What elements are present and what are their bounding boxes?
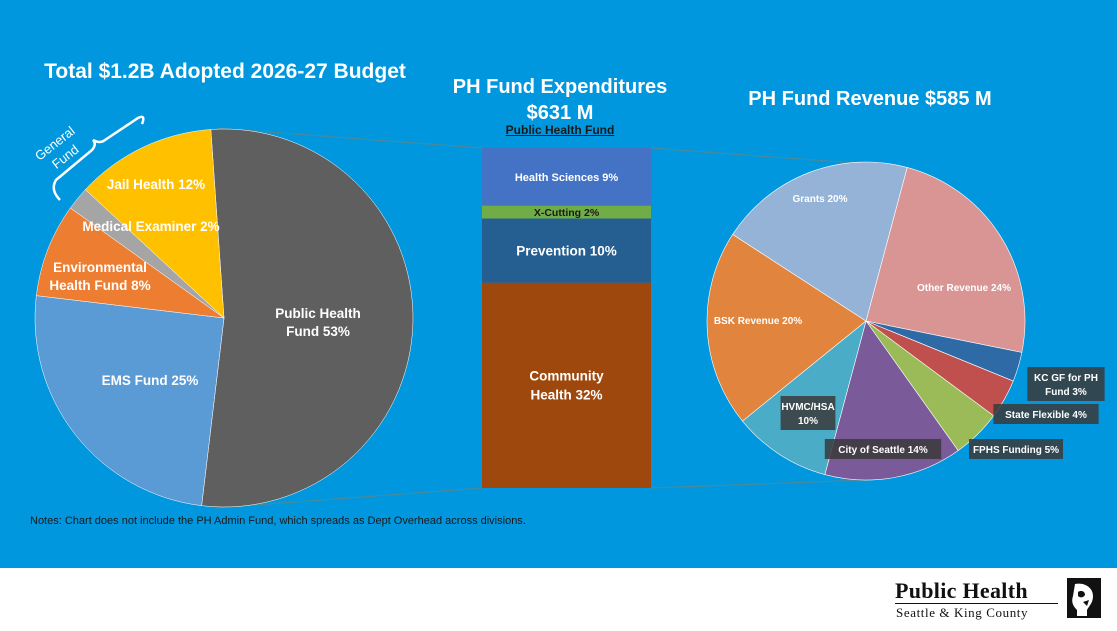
org-name: Public Health xyxy=(895,578,1028,603)
notes-text: Notes: Chart does not include the PH Adm… xyxy=(30,515,526,527)
pie-slice-public-health-fund-53 xyxy=(201,128,414,508)
bar-label-prevention-10: Prevention 10% xyxy=(516,244,617,259)
charts-canvas: Public Health Fund 53% EMS Fund 25% Environ… xyxy=(32,115,1105,509)
pie-slice-ems-fund-25 xyxy=(34,295,225,506)
pie-label-fphs-funding-5: FPHS Funding 5% xyxy=(973,445,1059,456)
pie-label-kc-gf-for-ph-fund-3: KC GF for PH Fund 3% xyxy=(1034,373,1098,398)
pie-label-box-hvmc-hsa-10 xyxy=(780,396,836,430)
pie-label-bsk-revenue-20: BSK Revenue 20% xyxy=(714,316,802,327)
pie-label-public-health-fund-53: Public Health Fund 53% xyxy=(275,306,361,339)
bar-segment-x-cutting-2 xyxy=(482,205,651,219)
total-budget-title: Total $1.2B Adopted 2026-27 Budget xyxy=(44,60,406,83)
pie-slice-other-revenue-24 xyxy=(865,167,1026,353)
connector-line-bottom-left xyxy=(214,487,483,509)
revenue-title: PH Fund Revenue $585 M xyxy=(748,88,992,110)
pie-slice-grants-20 xyxy=(732,161,908,322)
pie-label-ems-fund-25: EMS Fund 25% xyxy=(102,373,199,388)
pie-slice-bsk-revenue-20 xyxy=(706,233,867,422)
bar-label-health-sciences-9: Health Sciences 9% xyxy=(515,172,619,184)
pie-label-box-state-flexible-4 xyxy=(993,404,1099,424)
pie-slice-environmental-health-fund-8 xyxy=(36,207,225,319)
footer xyxy=(0,568,1117,631)
pie-label-box-city-of-seattle-14 xyxy=(824,439,942,459)
pie-label-city-of-seattle-14: City of Seattle 14% xyxy=(838,445,928,456)
pie-label-jail-health-12: Jail Health 12% xyxy=(107,177,205,192)
pie-label-grants-20: Grants 20% xyxy=(792,194,847,205)
expenditures-title: PH Fund Expenditures $631 M xyxy=(452,76,668,124)
pie-slice-jail-health-12 xyxy=(84,129,225,319)
connector-line-top-left xyxy=(214,127,483,149)
public-health-logo-icon xyxy=(1063,576,1105,620)
connector-line-top-right xyxy=(650,147,869,165)
bar-segment-prevention-10 xyxy=(482,218,651,283)
pie-label-environmental-health-fund-8: Environmental Health Fund 8% xyxy=(49,260,150,293)
pie-label-hvmc-hsa-10: HVMC/HSA 10% xyxy=(781,402,834,427)
pie-label-box-kc-gf-for-ph-fund-3 xyxy=(1027,367,1105,401)
pie-label-other-revenue-24: Other Revenue 24% xyxy=(917,283,1011,294)
general-fund-label: GeneralFund xyxy=(32,123,88,177)
bar-segment-health-sciences-9 xyxy=(482,148,651,206)
pie-label-medical-examiner-2: Medical Examiner 2% xyxy=(82,219,219,234)
expenditures-subtitle: Public Health Fund xyxy=(505,123,615,137)
bar-segment-community-health-32 xyxy=(482,282,651,488)
connector-line-bottom-right xyxy=(650,479,869,489)
pie-label-box-fphs-funding-5 xyxy=(969,439,1063,459)
org-subname: Seattle & King County xyxy=(896,605,1029,620)
general-fund-bracket xyxy=(52,115,145,201)
bar-label-x-cutting-2: X-Cutting 2% xyxy=(534,207,600,219)
pie-label-state-flexible-4: State Flexible 4% xyxy=(1005,410,1087,421)
bar-label-community-health-32: Community Health 32% xyxy=(529,369,604,403)
logo-divider xyxy=(895,603,1058,604)
